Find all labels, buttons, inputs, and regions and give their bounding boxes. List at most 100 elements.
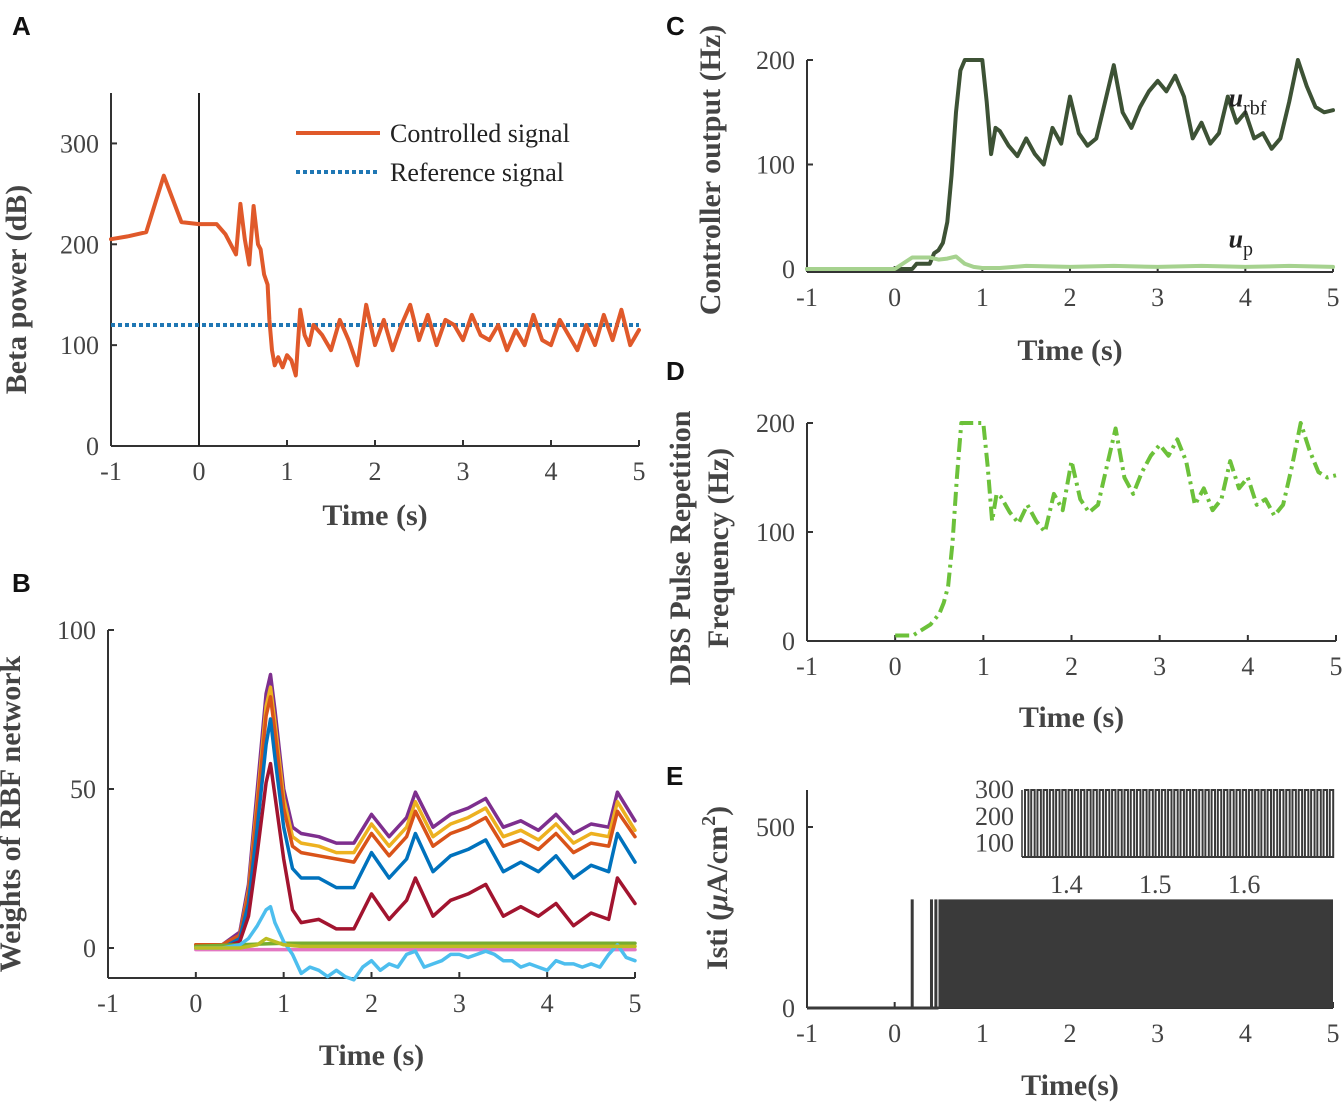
inset-pulse [1079, 789, 1086, 858]
annotation-symbol: u [1229, 225, 1243, 254]
inset-y-tick-label: 300 [975, 775, 1014, 804]
x-axis-label: Time (s) [1017, 334, 1122, 367]
inset-pulse [1086, 789, 1092, 858]
inset-pulse [1135, 789, 1142, 858]
inset-pulse [1073, 789, 1080, 858]
inset-pulse [1285, 789, 1291, 858]
inset-pulse [1279, 789, 1285, 858]
inset-pulse [1297, 789, 1304, 858]
y-tick-label: 0 [83, 934, 96, 963]
inset-pulse [1042, 789, 1049, 858]
y-axis-label-part: Isti ( [701, 911, 734, 970]
x-tick-label: 3 [1151, 283, 1164, 312]
inset-pulse [1185, 789, 1192, 858]
series-line-w4 [194, 717, 637, 950]
inset-pulse [1024, 789, 1030, 858]
series-annotation-rbf: urbf [1229, 83, 1267, 119]
inset-pulse [1229, 789, 1235, 858]
inset-pulse [1235, 789, 1241, 858]
x-tick-label: 0 [888, 283, 901, 312]
series-line-w5 [194, 761, 637, 950]
x-tick-label: 2 [1064, 283, 1077, 312]
inset-pulse [1030, 789, 1036, 858]
series-line-dbs-frequency [895, 421, 1337, 638]
series-line-w2 [194, 685, 637, 947]
inset-pulse [1328, 789, 1335, 858]
inset-pulse [1247, 789, 1254, 858]
x-axis-label: Time (s) [322, 499, 427, 532]
inset-x-tick-label: 1.6 [1228, 870, 1261, 899]
x-tick-label: -1 [796, 1019, 818, 1048]
inset-pulse [1210, 789, 1217, 858]
y-tick-label: 50 [70, 775, 96, 804]
inset-pulse [1098, 789, 1105, 858]
y-axis-label-line: DBS Pulse Repetition [664, 410, 697, 685]
inset-pulse [1167, 789, 1173, 858]
x-tick-label: 1 [281, 457, 294, 486]
inset-pulse [1316, 789, 1322, 858]
series-annotation-p: up [1229, 225, 1253, 261]
x-tick-label: 4 [545, 457, 558, 486]
inset-pulse [1198, 789, 1204, 858]
legend: Controlled signal Reference signal [296, 119, 570, 187]
x-tick-label: 5 [629, 989, 642, 1018]
x-tick-label: 0 [193, 457, 206, 486]
y-axis-label-part: μ [701, 894, 734, 913]
y-axis-label: Controller output (Hz) [694, 25, 727, 316]
x-axis-label: Time (s) [319, 1039, 424, 1072]
legend-label-reference: Reference signal [390, 158, 564, 187]
y-tick-label: 0 [782, 994, 795, 1023]
inset-pulse [1123, 789, 1129, 858]
inset-pulse [1111, 789, 1117, 858]
y-tick-label: 200 [60, 230, 99, 259]
inset-pulse [1303, 789, 1310, 858]
x-tick-label: 0 [888, 1019, 901, 1048]
x-tick-label: 3 [1151, 1019, 1164, 1048]
x-tick-label: 3 [1153, 652, 1166, 681]
inset-pulse [1260, 789, 1266, 858]
inset-pulse [1310, 789, 1316, 858]
x-tick-label: -1 [100, 457, 122, 486]
series-line-w3 [194, 695, 637, 947]
x-tick-label: 0 [889, 652, 902, 681]
x-tick-label: 5 [1327, 1019, 1340, 1048]
y-tick-label: 0 [782, 627, 795, 656]
inset-pulse [1142, 789, 1148, 858]
y-tick-label: 200 [756, 46, 795, 75]
panel-label-c: C [666, 11, 685, 41]
inset-pulse [1104, 789, 1111, 858]
y-tick-label: 100 [756, 518, 795, 547]
inset-pulse [1160, 789, 1167, 858]
annotation-subscript: p [1243, 239, 1253, 261]
x-tick-label: 0 [189, 989, 202, 1018]
inset-pulse [1154, 789, 1161, 858]
x-tick-label: 1 [976, 283, 989, 312]
annotation-symbol: u [1229, 83, 1243, 112]
y-axis-label-part: ) [701, 806, 734, 816]
inset-pulse [1191, 789, 1198, 858]
y-tick-label: 100 [57, 616, 96, 645]
inset-pulse [1266, 789, 1273, 858]
y-tick-label: 100 [756, 151, 795, 180]
series-line-w9 [194, 936, 637, 950]
inset-pulse [1216, 789, 1223, 858]
x-tick-label: 2 [1064, 1019, 1077, 1048]
x-tick-label: 4 [541, 989, 554, 1018]
inset-pulse [1322, 789, 1328, 858]
x-tick-label: 2 [369, 457, 382, 486]
series-line-u-p [805, 254, 1335, 271]
inset-pulse [1173, 789, 1179, 858]
inset-pulse [1036, 789, 1042, 858]
x-tick-label: -1 [796, 652, 818, 681]
legend-label-controlled: Controlled signal [390, 119, 570, 148]
inset-pulse [1092, 789, 1098, 858]
inset-pulse [1204, 789, 1210, 858]
inset-pulse [1223, 789, 1229, 858]
x-tick-label: 3 [457, 457, 470, 486]
y-axis-label: Weights of RBF network [0, 656, 27, 973]
inset-y-tick-label: 100 [975, 829, 1014, 858]
